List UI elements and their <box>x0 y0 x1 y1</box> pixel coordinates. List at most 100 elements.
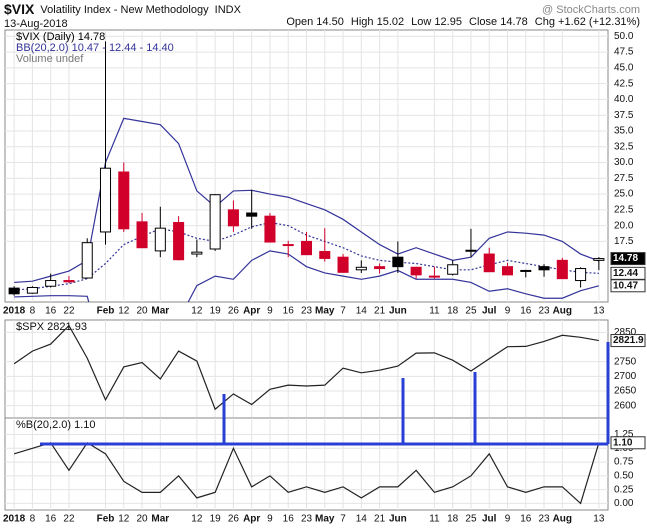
x-tick-label: 20 <box>136 514 148 525</box>
y-tick-label: 17.5 <box>614 236 634 247</box>
x-tick-label: 23 <box>538 514 550 525</box>
candle-body <box>593 258 605 261</box>
x-tick-label: 9 <box>267 306 273 317</box>
x-tick-label: 26 <box>228 306 240 317</box>
y-tick-label: 37.5 <box>614 110 634 121</box>
candle-body <box>319 251 331 259</box>
candle-body <box>264 215 276 243</box>
bb-upper-line <box>14 117 600 284</box>
candle-body <box>501 266 514 276</box>
y-tick-label: 0.25 <box>614 484 634 495</box>
x-tick-label: 23 <box>301 306 313 317</box>
plot-area <box>13 324 599 411</box>
x-tick-label: May <box>315 514 335 525</box>
y-tick-label: 27.5 <box>614 173 634 184</box>
value-box <box>610 334 646 348</box>
candle-body <box>99 167 112 233</box>
x-tick-label: Apr <box>243 514 260 525</box>
x-tick-label: 20 <box>136 306 148 317</box>
candle-body <box>483 253 495 273</box>
y-tick-label: 40.0 <box>614 94 634 105</box>
x-tick-label: 14 <box>356 306 368 317</box>
candle-body <box>246 212 258 217</box>
x-tick-label: Jun <box>389 514 407 525</box>
x-tick-label: 26 <box>228 514 240 525</box>
candle-body <box>575 268 587 282</box>
values-line <box>13 324 599 411</box>
candle-body <box>556 259 568 280</box>
x-tick-label: 18 <box>447 514 459 525</box>
quote-label: High <box>351 16 374 28</box>
symbol: $VIX <box>4 1 35 17</box>
candle-body <box>465 249 477 252</box>
x-tick-label: 21 <box>374 306 386 317</box>
x-tick-label: 16 <box>45 514 57 525</box>
bb-lower-line <box>14 250 600 302</box>
values-line <box>13 441 600 505</box>
x-tick-label: 9 <box>505 306 511 317</box>
candle-body <box>227 209 239 227</box>
x-tick-label: Mar <box>151 306 169 317</box>
legend-entry: BB(20,2.0) 10.47 - 12.44 - 14.40 <box>16 42 174 54</box>
value-label: 2821.9 <box>613 335 644 346</box>
candle-body <box>282 244 294 247</box>
value-label: 14.78 <box>613 253 638 264</box>
x-tick-label: Aug <box>553 514 572 525</box>
value-box <box>610 436 646 450</box>
legend-entry: %B(20,2.0) 1.10 <box>16 419 96 431</box>
x-tick-label: 8 <box>30 514 36 525</box>
quote-label: Close <box>469 16 497 28</box>
x-tick-label: 23 <box>538 306 550 317</box>
x-tick-label: 7 <box>340 514 346 525</box>
panel: 17.5 20.0 22.5 25.0 27.5 30.0 32.5 35.0 37.5 40.0… <box>3 29 646 317</box>
y-tick-label: 35.0 <box>614 126 634 137</box>
y-tick-label: 1.25 <box>614 429 634 440</box>
candle-body <box>8 287 20 295</box>
plot-layer: 17.5 20.0 22.5 25.0 27.5 30.0 32.5 35.0 37.5 40.0… <box>3 29 646 525</box>
x-tick-label: 12 <box>191 306 203 317</box>
y-tick-label: 0.00 <box>614 498 634 509</box>
credit: @ StockCharts.com <box>542 4 640 16</box>
plot-area <box>8 41 605 302</box>
x-tick-label: 22 <box>63 306 75 317</box>
x-tick-label: Jul <box>482 514 497 525</box>
x-tick-label: Feb <box>97 306 115 317</box>
y-tick-label: 30.0 <box>614 157 634 168</box>
panel: 2600 2650 2700 2750 2850 $SPX 2821.93 2821.9 <box>4 319 646 419</box>
y-tick-label: 2850 <box>614 327 637 338</box>
y-tick-label: 20.0 <box>614 220 634 231</box>
quote-label: Open <box>286 16 313 28</box>
x-tick-label: 11 <box>429 514 440 525</box>
plot-area <box>13 441 600 505</box>
x-tick-label: 12 <box>118 514 130 525</box>
x-tick-label: 7 <box>340 306 346 317</box>
x-tick-label: 19 <box>210 514 222 525</box>
value-label: 12.44 <box>613 268 638 279</box>
candle-body <box>81 242 93 279</box>
quote-label: Low <box>411 16 431 28</box>
y-tick-label: 45.0 <box>614 63 634 74</box>
y-tick-label: 2650 <box>614 386 637 397</box>
x-tick-label: 9 <box>267 514 273 525</box>
candle-body <box>173 221 185 261</box>
candle-body <box>118 171 130 230</box>
candle-body <box>538 266 550 271</box>
x-tick-label: 25 <box>465 306 477 317</box>
y-tick-label: 32.5 <box>614 141 634 152</box>
candle-body <box>26 286 38 294</box>
annotations <box>40 342 610 446</box>
panel: 1.251.000.750.500.250.00%B(20,2.0) 1.101… <box>3 417 646 525</box>
candle-body <box>63 280 75 283</box>
y-tick-label: 0.75 <box>614 457 634 468</box>
x-tick-label: 11 <box>429 306 440 317</box>
header-title: $VIX Volatility Index - New Methodology … <box>4 1 242 17</box>
quote-value: 14.78 <box>500 16 528 28</box>
value-label: 10.47 <box>613 280 638 291</box>
y-tick-label: 22.5 <box>614 205 634 216</box>
value-box <box>610 279 646 293</box>
x-tick-label: 12 <box>191 514 203 525</box>
x-tick-label: 22 <box>63 514 75 525</box>
candle-body <box>520 269 532 272</box>
